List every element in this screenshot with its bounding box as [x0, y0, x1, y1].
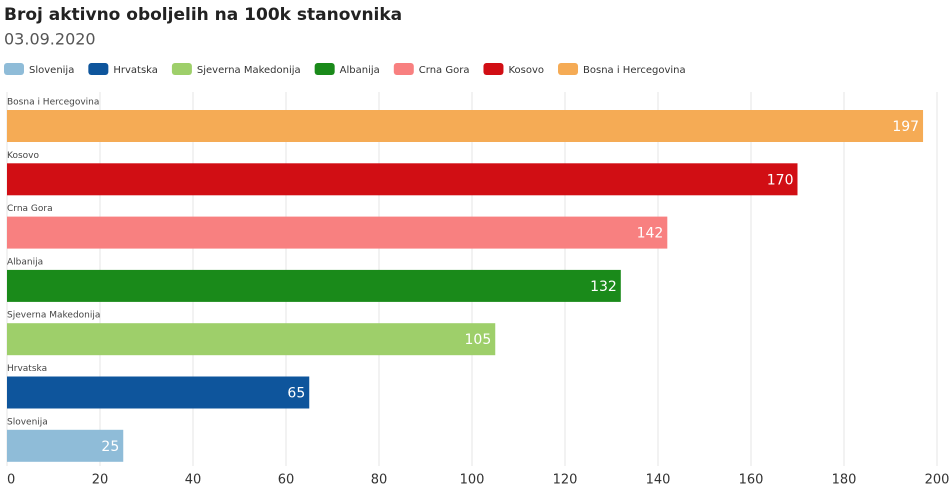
legend-swatch	[314, 63, 335, 75]
value-label: 105	[465, 332, 492, 348]
legend-swatch	[4, 63, 24, 75]
value-label: 170	[767, 172, 794, 188]
bar	[7, 163, 798, 196]
legend-label: Hrvatska	[113, 65, 158, 76]
legend-label: Albanija	[340, 65, 380, 76]
legend-label: Bosna i Hercegovina	[583, 65, 686, 76]
x-tick-label: 20	[92, 473, 109, 488]
legend-swatch	[88, 63, 109, 75]
x-tick-label: 200	[925, 473, 950, 488]
x-tick-label: 60	[278, 473, 295, 488]
legend-label: Kosovo	[508, 65, 544, 76]
legend-label: Slovenija	[29, 65, 74, 76]
x-tick-label: 0	[7, 473, 15, 488]
bar-category-label: Crna Gora	[7, 204, 53, 214]
bar	[7, 110, 924, 142]
value-label: 65	[287, 386, 305, 402]
x-tick-label: 100	[460, 473, 485, 488]
x-tick-label: 140	[646, 473, 671, 488]
bar-category-label: Bosna i Hercegovina	[7, 98, 99, 108]
bar-category-label: Slovenija	[7, 417, 48, 427]
legend-label: Crna Gora	[419, 65, 470, 76]
chart-subtitle: 03.09.2020	[4, 30, 96, 49]
bar	[7, 216, 668, 249]
x-tick-label: 40	[185, 473, 202, 488]
value-label: 142	[637, 226, 664, 242]
bar	[7, 323, 496, 356]
legend-swatch	[558, 63, 579, 75]
bar	[7, 376, 310, 409]
bar-category-label: Kosovo	[7, 151, 39, 161]
legend-swatch	[483, 63, 504, 75]
value-label: 25	[101, 439, 119, 455]
bar-category-label: Hrvatska	[7, 364, 47, 374]
bar-category-label: Sjeverna Makedonija	[7, 311, 100, 321]
bar	[7, 429, 124, 462]
chart-title: Broj aktivno oboljelih na 100k stanovnik…	[4, 5, 402, 25]
x-tick-label: 120	[553, 473, 578, 488]
value-label: 132	[590, 279, 617, 295]
x-tick-label: 180	[832, 473, 857, 488]
bar	[7, 269, 621, 302]
legend-swatch	[171, 63, 192, 75]
legend-swatch	[393, 63, 414, 75]
legend-label: Sjeverna Makedonija	[197, 65, 301, 76]
bar-category-label: Albanija	[7, 257, 43, 267]
value-label: 197	[892, 119, 919, 135]
x-tick-label: 80	[371, 473, 388, 488]
x-tick-label: 160	[739, 473, 764, 488]
